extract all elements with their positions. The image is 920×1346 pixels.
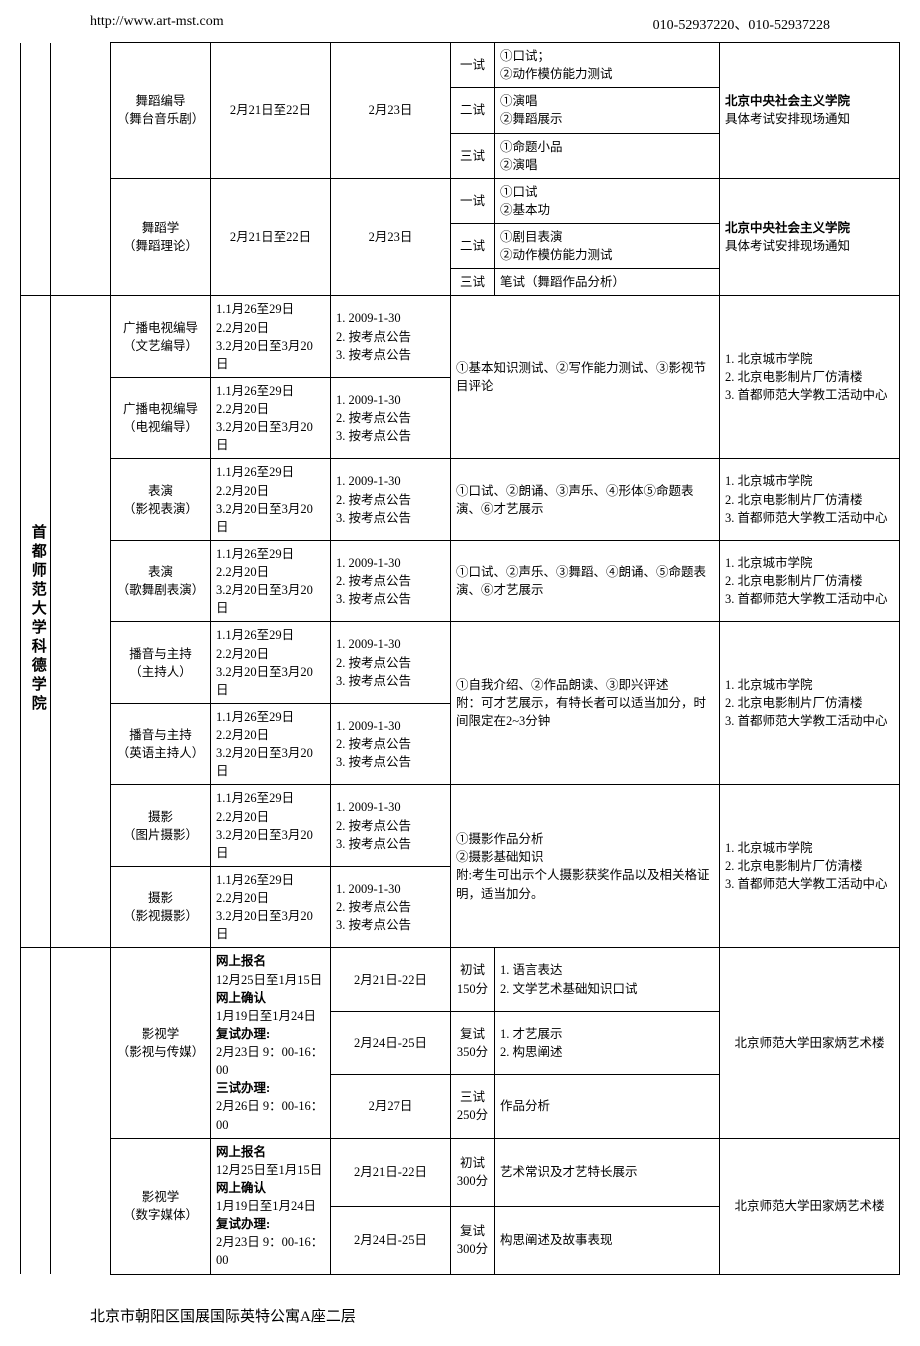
major-cell: 摄影 （影视摄影） — [111, 866, 211, 948]
announce-cell: 1. 2009-1-30 2. 按考点公告 3. 按考点公告 — [331, 377, 451, 459]
exam-date-cell: 2月24日-25日 — [331, 1011, 451, 1074]
stage-cell: 复试 300分 — [451, 1206, 495, 1274]
content-cell: ①演唱 ②舞蹈展示 — [495, 88, 720, 133]
exam-date-cell: 2月24日-25日 — [331, 1206, 451, 1274]
announce-cell: 1. 2009-1-30 2. 按考点公告 3. 按考点公告 — [331, 785, 451, 867]
stage-cell: 二试 — [451, 224, 495, 269]
venue-cell: 1. 北京城市学院 2. 北京电影制片厂仿清楼 3. 首都师范大学教工活动中心 — [720, 540, 900, 622]
venue-cell: 1. 北京城市学院 2. 北京电影制片厂仿清楼 3. 首都师范大学教工活动中心 — [720, 459, 900, 541]
content-cell: ①口试、②声乐、③舞蹈、④朗诵、⑤命题表演、⑥才艺展示 — [451, 540, 720, 622]
sub-col-blank — [51, 296, 111, 948]
major-cell: 舞蹈编导 （舞台音乐剧） — [111, 43, 211, 179]
content-cell: ①命题小品 ②演唱 — [495, 133, 720, 178]
major-cell: 广播电视编导 （文艺编导） — [111, 296, 211, 378]
footer-address: 北京市朝阳区国展国际英特公寓A座二层 — [90, 1309, 356, 1325]
content-cell: ①口试； ②动作模仿能力测试 — [495, 43, 720, 88]
content-cell: 作品分析 — [495, 1075, 720, 1138]
major-cell: 影视学 （数字媒体） — [111, 1138, 211, 1274]
registration-cell: 网上报名12月25日至1月15日网上确认1月19日至1月24日复试办理:2月23… — [211, 948, 331, 1138]
content-cell: 1. 才艺展示 2. 构思阐述 — [495, 1011, 720, 1074]
exam-date-cell: 2月27日 — [331, 1075, 451, 1138]
content-cell: ①口试 ②基本功 — [495, 178, 720, 223]
announce-cell: 2月23日 — [331, 43, 451, 179]
date-cell: 1.1月26至29日 2.2月20日 3.2月20日至3月20日 — [211, 540, 331, 622]
venue-cell: 北京中央社会主义学院具体考试安排现场通知 — [720, 178, 900, 296]
major-cell: 播音与主持 （主持人） — [111, 622, 211, 704]
stage-cell: 一试 — [451, 43, 495, 88]
stage-cell: 一试 — [451, 178, 495, 223]
venue-cell: 1. 北京城市学院 2. 北京电影制片厂仿清楼 3. 首都师范大学教工活动中心 — [720, 622, 900, 785]
header-url: http://www.art-mst.com — [90, 14, 224, 34]
content-cell: ①剧目表演 ②动作模仿能力测试 — [495, 224, 720, 269]
content-cell: ①自我介绍、②作品朗读、③即兴评述 附：可才艺展示，有特长者可以适当加分，时间限… — [451, 622, 720, 785]
announce-cell: 1. 2009-1-30 2. 按考点公告 3. 按考点公告 — [331, 296, 451, 378]
announce-cell: 1. 2009-1-30 2. 按考点公告 3. 按考点公告 — [331, 459, 451, 541]
stage-cell: 二试 — [451, 88, 495, 133]
exam-date-cell: 2月21日-22日 — [331, 948, 451, 1011]
date-cell: 1.1月26至29日 2.2月20日 3.2月20日至3月20日 — [211, 866, 331, 948]
stage-cell: 三试 — [451, 133, 495, 178]
stage-cell: 三试 250分 — [451, 1075, 495, 1138]
announce-cell: 1. 2009-1-30 2. 按考点公告 3. 按考点公告 — [331, 540, 451, 622]
date-cell: 1.1月26至29日 2.2月20日 3.2月20日至3月20日 — [211, 703, 331, 785]
announce-cell: 2月23日 — [331, 178, 451, 296]
date-cell: 2月21日至22日 — [211, 178, 331, 296]
page-header: http://www.art-mst.com 010-52937220、010-… — [20, 10, 900, 38]
stage-cell: 初试 150分 — [451, 948, 495, 1011]
sub-col-blank — [51, 43, 111, 296]
date-cell: 1.1月26至29日 2.2月20日 3.2月20日至3月20日 — [211, 296, 331, 378]
date-cell: 1.1月26至29日 2.2月20日 3.2月20日至3月20日 — [211, 785, 331, 867]
major-cell: 表演 （影视表演） — [111, 459, 211, 541]
school-col-blank — [21, 948, 51, 1274]
sub-col-blank — [51, 948, 111, 1274]
content-cell: 笔试（舞蹈作品分析） — [495, 269, 720, 296]
content-cell: ①口试、②朗诵、③声乐、④形体⑤命题表演、⑥才艺展示 — [451, 459, 720, 541]
date-cell: 1.1月26至29日 2.2月20日 3.2月20日至3月20日 — [211, 622, 331, 704]
announce-cell: 1. 2009-1-30 2. 按考点公告 3. 按考点公告 — [331, 866, 451, 948]
venue-cell: 北京师范大学田家炳艺术楼 — [720, 948, 900, 1138]
venue-cell: 北京中央社会主义学院具体考试安排现场通知 — [720, 43, 900, 179]
date-cell: 1.1月26至29日 2.2月20日 3.2月20日至3月20日 — [211, 377, 331, 459]
content-cell: 1. 语言表达 2. 文学艺术基础知识口试 — [495, 948, 720, 1011]
school-name-cell: 首都师范大学科德学院 — [21, 296, 51, 948]
content-cell: 构思阐述及故事表现 — [495, 1206, 720, 1274]
major-cell: 广播电视编导 （电视编导） — [111, 377, 211, 459]
date-cell: 1.1月26至29日 2.2月20日 3.2月20日至3月20日 — [211, 459, 331, 541]
major-cell: 播音与主持 （英语主持人） — [111, 703, 211, 785]
schedule-table: 舞蹈编导 （舞台音乐剧）2月21日至22日2月23日一试①口试； ②动作模仿能力… — [20, 42, 900, 1275]
content-cell: ①摄影作品分析 ②摄影基础知识 附:考生可出示个人摄影获奖作品以及相关格证明，适… — [451, 785, 720, 948]
venue-cell: 1. 北京城市学院 2. 北京电影制片厂仿清楼 3. 首都师范大学教工活动中心 — [720, 296, 900, 459]
major-cell: 影视学 （影视与传媒） — [111, 948, 211, 1138]
major-cell: 摄影 （图片摄影） — [111, 785, 211, 867]
school-col-blank — [21, 43, 51, 296]
registration-cell: 网上报名12月25日至1月15日网上确认1月19日至1月24日复试办理:2月23… — [211, 1138, 331, 1274]
major-cell: 表演 （歌舞剧表演） — [111, 540, 211, 622]
stage-cell: 初试 300分 — [451, 1138, 495, 1206]
announce-cell: 1. 2009-1-30 2. 按考点公告 3. 按考点公告 — [331, 703, 451, 785]
page-footer: 北京市朝阳区国展国际英特公寓A座二层 — [20, 1275, 900, 1336]
header-phones: 010-52937220、010-52937228 — [653, 14, 830, 34]
content-cell: 艺术常识及才艺特长展示 — [495, 1138, 720, 1206]
date-cell: 2月21日至22日 — [211, 43, 331, 179]
exam-date-cell: 2月21日-22日 — [331, 1138, 451, 1206]
stage-cell: 三试 — [451, 269, 495, 296]
stage-cell: 复试 350分 — [451, 1011, 495, 1074]
content-cell: ①基本知识测试、②写作能力测试、③影视节目评论 — [451, 296, 720, 459]
venue-cell: 1. 北京城市学院 2. 北京电影制片厂仿清楼 3. 首都师范大学教工活动中心 — [720, 785, 900, 948]
announce-cell: 1. 2009-1-30 2. 按考点公告 3. 按考点公告 — [331, 622, 451, 704]
major-cell: 舞蹈学 （舞蹈理论） — [111, 178, 211, 296]
venue-cell: 北京师范大学田家炳艺术楼 — [720, 1138, 900, 1274]
